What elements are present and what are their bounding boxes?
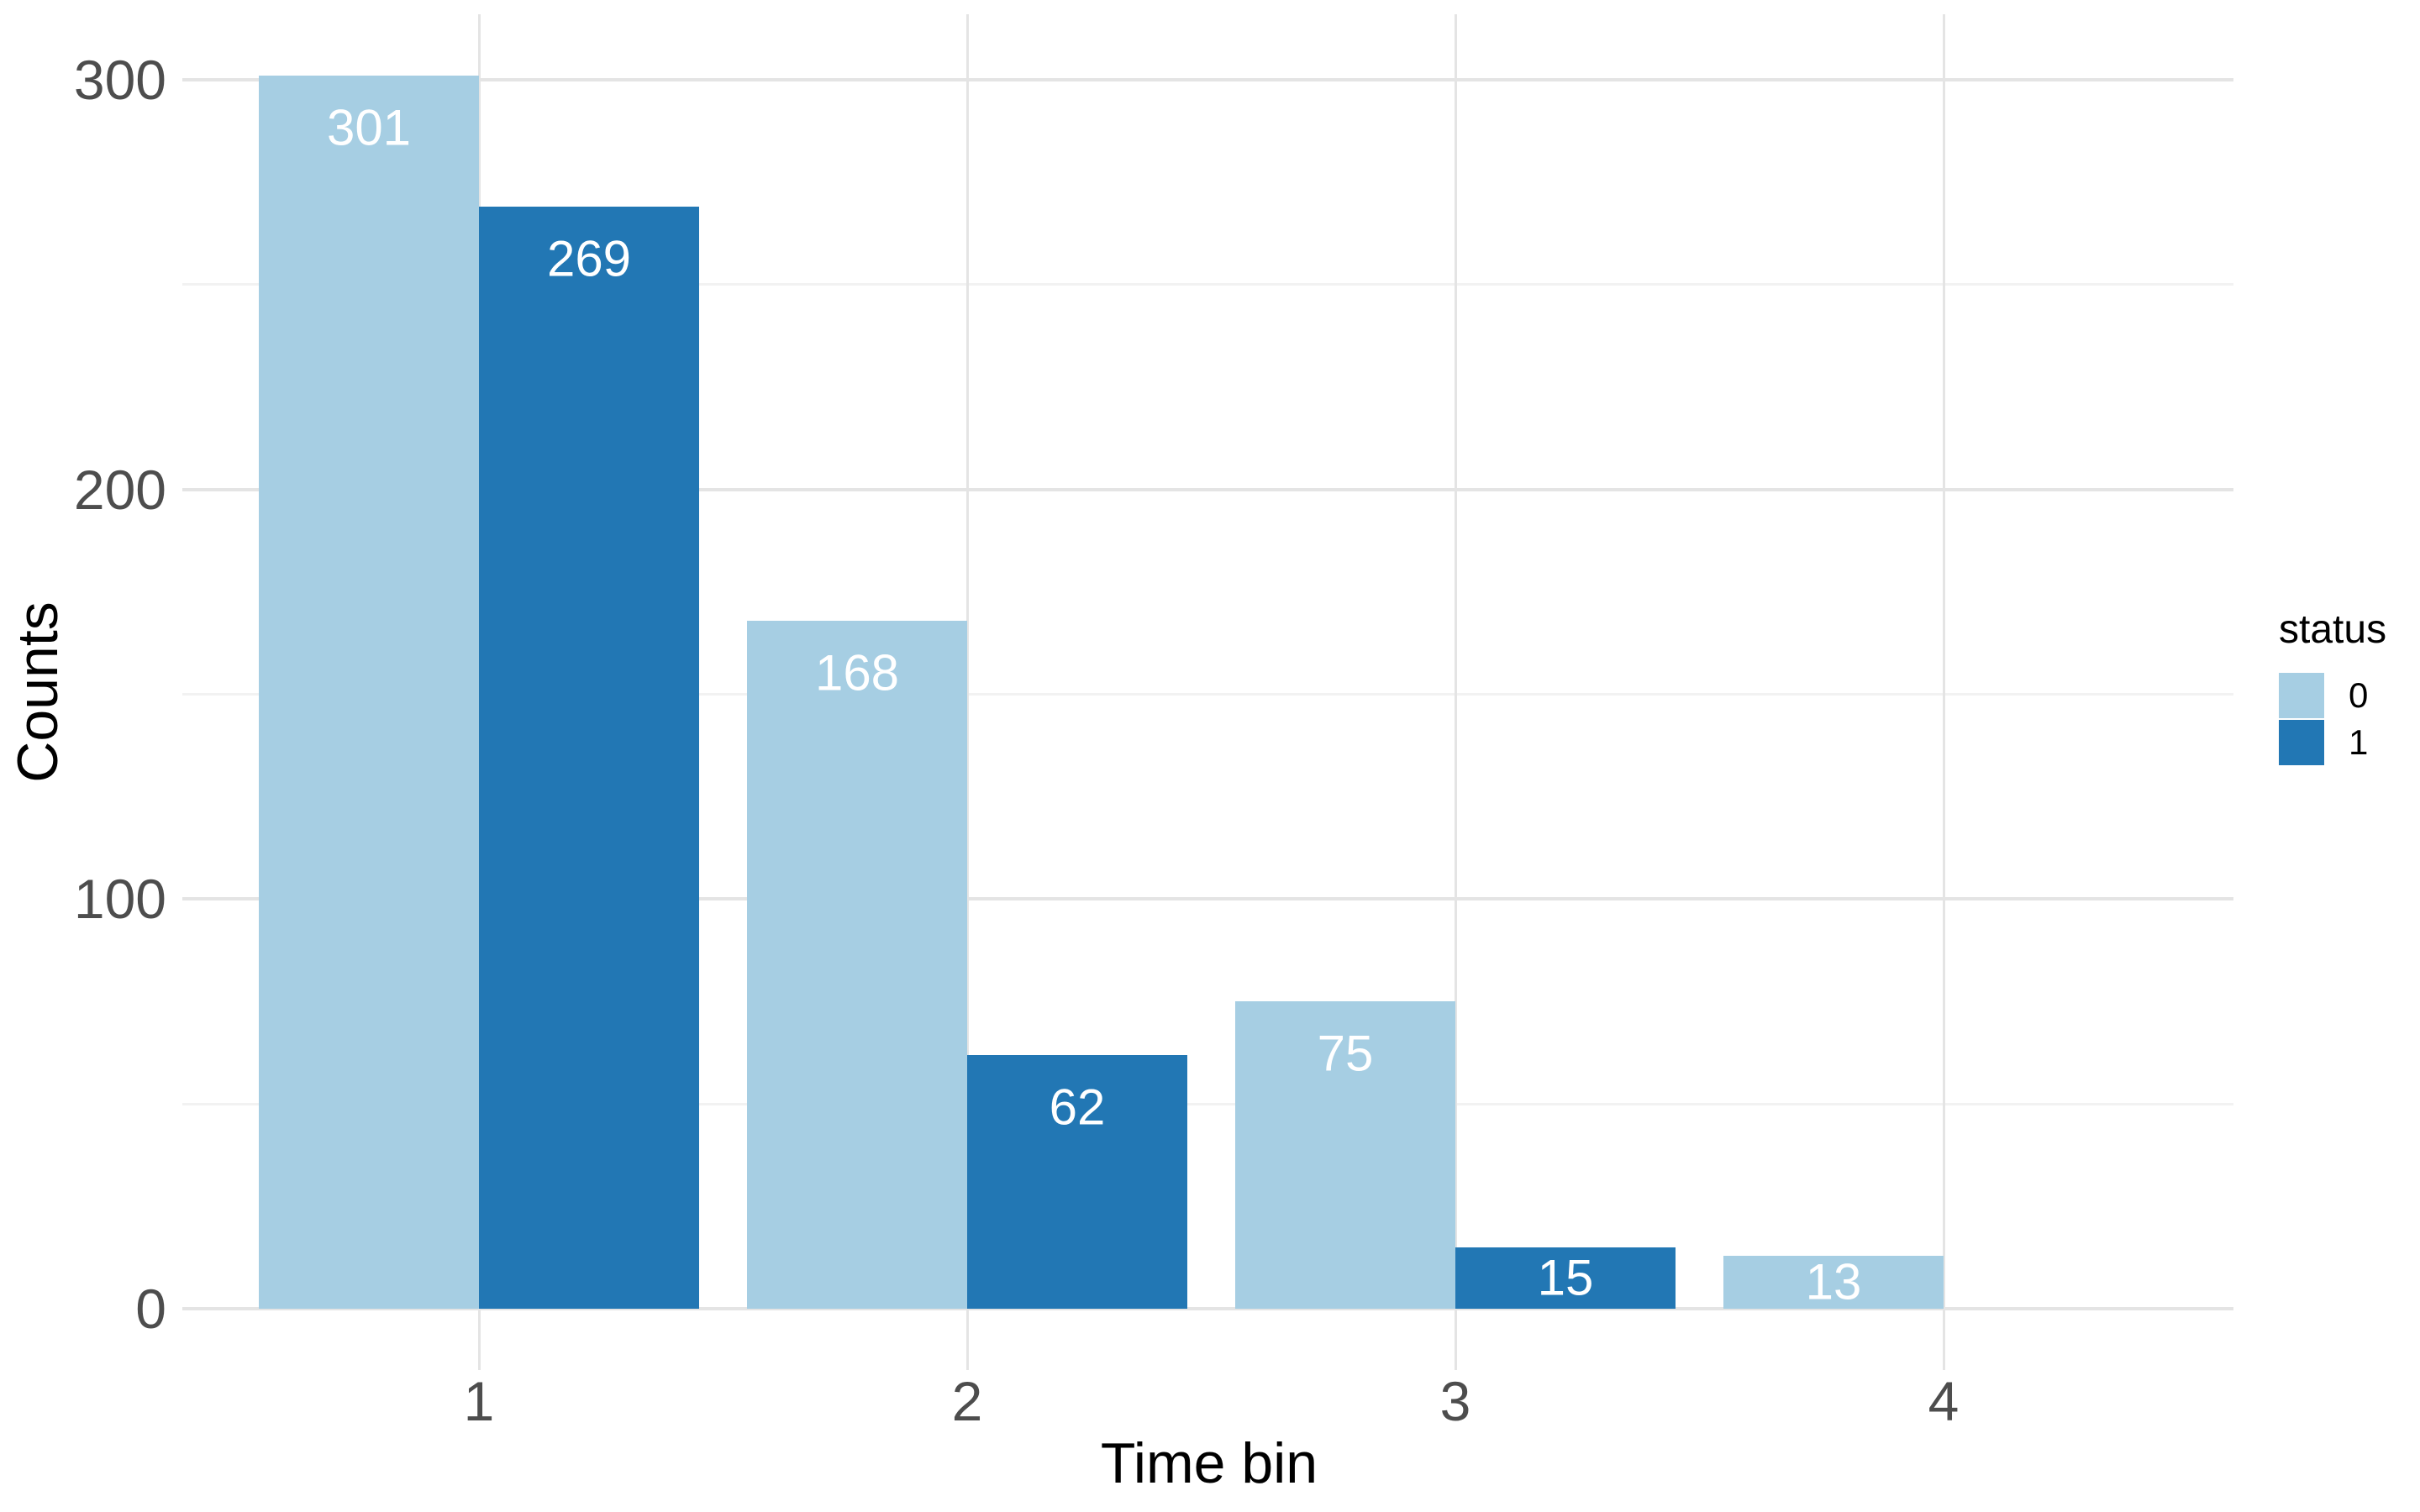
gridline-major-y100 — [182, 897, 2233, 901]
y-tick-label-100: 100 — [73, 868, 166, 931]
gridline-minor-y250 — [182, 283, 2233, 286]
legend-key-status-1: 1 — [2279, 720, 2386, 766]
bar-timebin2-status0 — [747, 620, 967, 1309]
legend-title: status — [2279, 607, 2387, 652]
y-tick-label-200: 200 — [73, 458, 166, 521]
x-axis-title: Time bin — [1100, 1431, 1318, 1495]
x-tick-label-1: 1 — [463, 1370, 495, 1432]
y-tick-label-300: 300 — [73, 48, 166, 111]
gridline-major-y300 — [182, 77, 2233, 81]
gridline-minor-y50 — [182, 1102, 2233, 1105]
x-tick-label-3: 3 — [1439, 1370, 1471, 1432]
bar-value-label: 15 — [1537, 1249, 1594, 1306]
legend-label-status-0: 0 — [2349, 675, 2369, 716]
bar-value-label: 62 — [1049, 1079, 1106, 1136]
legend-label-status-1: 1 — [2349, 722, 2369, 763]
bar-value-label: 168 — [814, 644, 900, 701]
gridline-x-3 — [1454, 14, 1457, 1370]
gridline-minor-y150 — [182, 692, 2233, 696]
legend-swatch-status-0 — [2279, 673, 2324, 719]
x-tick-label-4: 4 — [1928, 1370, 1960, 1432]
legend-key-status-0: 0 — [2279, 673, 2386, 719]
bar-value-label: 13 — [1805, 1253, 1862, 1310]
gridline-x-4 — [1942, 14, 1945, 1370]
plot-panel: 301 269 168 62 75 15 13 — [182, 14, 2233, 1370]
bar-timebin4-status0 — [1723, 1255, 1944, 1309]
bar-value-label: 269 — [546, 230, 632, 287]
bar-value-label: 301 — [326, 99, 412, 156]
bar-timebin2-status1 — [967, 1054, 1187, 1309]
x-tick-label-2: 2 — [951, 1370, 983, 1432]
y-tick-label-0: 0 — [135, 1278, 166, 1340]
gridline-major-y0 — [182, 1307, 2233, 1310]
bar-value-label: 75 — [1317, 1025, 1374, 1082]
bar-timebin1-status1 — [479, 207, 699, 1309]
legend-swatch-status-1 — [2279, 720, 2324, 766]
bar-timebin1-status0 — [259, 76, 479, 1309]
gridline-major-y200 — [182, 487, 2233, 491]
y-axis-title: Counts — [6, 601, 70, 783]
bar-timebin3-status1 — [1455, 1247, 1676, 1309]
gridline-x-2 — [965, 14, 969, 1370]
bar-timebin3-status0 — [1235, 1001, 1455, 1309]
